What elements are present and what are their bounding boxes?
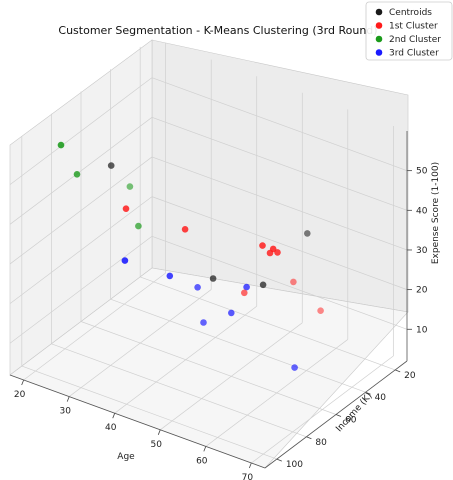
legend-marker [375, 22, 383, 29]
y-gridline-floor [51, 343, 307, 438]
x-tick-mark [248, 462, 252, 469]
z-gridline-left [9, 196, 153, 304]
y-gridline-floor [110, 298, 366, 393]
y-tick-mark [335, 414, 342, 417]
point-3rd-cluster-3 [228, 309, 235, 317]
point-1st-cluster-3 [266, 249, 274, 257]
z-tick-label: 50 [416, 167, 428, 177]
x-tick-mark [157, 429, 161, 435]
x-tick-label: 30 [59, 407, 71, 417]
y-tick-mark [276, 458, 282, 462]
y-tick-mark [395, 369, 401, 373]
legend-frame [365, 1, 453, 61]
y-gridline-floor [21, 365, 277, 460]
axes: 20 30 40 50 60 70 20 40 60 80 100 10 20 30 40 50 [9, 131, 428, 480]
y-tick-label: 60 [345, 416, 357, 426]
point-1st-cluster-7 [317, 307, 324, 315]
y-axis-line [264, 360, 408, 469]
legend-marker [375, 8, 383, 16]
z-gridline-back [151, 235, 408, 330]
x-tick-mark [66, 396, 70, 402]
z-gridline-left [9, 77, 153, 185]
x-tick-label: 40 [105, 423, 117, 433]
y-tick-label: 80 [315, 438, 327, 448]
z-tick-label: 40 [416, 206, 428, 216]
data-points [57, 141, 324, 371]
chart-title: Customer Segmentation - K-Means Clusteri… [58, 24, 377, 37]
x-axis-label: Age [117, 452, 135, 462]
legend-marker [375, 49, 383, 56]
x-tick-mark [112, 413, 116, 419]
y-tick-label: 20 [404, 371, 416, 381]
z-tick-label: 20 [416, 286, 428, 296]
point-3rd-cluster-2 [243, 283, 250, 291]
legend-marker [375, 35, 383, 43]
y-gridline-floor [140, 276, 396, 371]
point-1st-cluster-0 [122, 205, 130, 212]
x-tick-mark [203, 446, 207, 452]
z-gridline-back [151, 156, 408, 251]
point-1st-cluster-2 [259, 242, 266, 249]
back-pane [151, 39, 409, 313]
point-3rd-cluster-4 [194, 284, 201, 291]
point-1st-cluster-8 [290, 278, 297, 286]
axis-panes [9, 39, 409, 469]
point-2nd-cluster-3 [135, 222, 142, 230]
point-3rd-cluster-1 [166, 272, 174, 280]
z-gridline-left [9, 156, 153, 265]
z-tick-label: 10 [416, 325, 428, 335]
point-centroids-3 [259, 281, 267, 289]
z-tick-label: 30 [416, 246, 428, 256]
point-1st-cluster-1 [181, 226, 189, 233]
z-gridline-back [151, 196, 408, 290]
y-axis-label: Income (K) [334, 391, 374, 434]
y-tick-mark [365, 391, 371, 395]
legend: Centroids 1st Cluster 2nd Cluster 3rd Clust… [365, 1, 453, 61]
legend-label: Centroids [389, 8, 432, 18]
z-gridline-left [9, 235, 153, 344]
x-tick-mark [21, 379, 25, 386]
y-tick-mark [306, 436, 312, 440]
point-2nd-cluster-1 [73, 171, 81, 178]
point-3rd-cluster-5 [200, 319, 207, 326]
z-gridline-back [151, 77, 408, 171]
z-gridline-left [9, 117, 153, 225]
x-tick-label: 20 [14, 390, 26, 400]
z-axis-label: Expense Score (1-100) [431, 162, 441, 264]
y-gridline-floor [80, 321, 337, 415]
y-tick-label: 40 [375, 393, 387, 403]
point-centroids-0 [107, 162, 115, 169]
x-tick-label: 60 [196, 456, 208, 466]
y-tick-label: 100 [286, 460, 303, 470]
point-centroids-2 [209, 275, 217, 282]
legend-label: 2nd Cluster [389, 35, 441, 45]
x-axis-line [9, 374, 266, 469]
legend-label: 1st Cluster [389, 22, 438, 32]
point-3rd-cluster-6 [291, 364, 298, 371]
point-2nd-cluster-0 [57, 141, 65, 149]
x-tick-label: 70 [242, 473, 254, 480]
gridlines [9, 42, 408, 464]
x-tick-label: 50 [151, 440, 163, 450]
legend-label: 3rd Cluster [389, 49, 439, 59]
point-3rd-cluster-0 [121, 257, 129, 264]
point-1st-cluster-6 [241, 289, 248, 297]
z-gridline-back [151, 116, 408, 211]
point-centroids-1 [304, 230, 311, 237]
point-1st-cluster-4 [274, 249, 281, 256]
point-2nd-cluster-2 [126, 183, 134, 190]
